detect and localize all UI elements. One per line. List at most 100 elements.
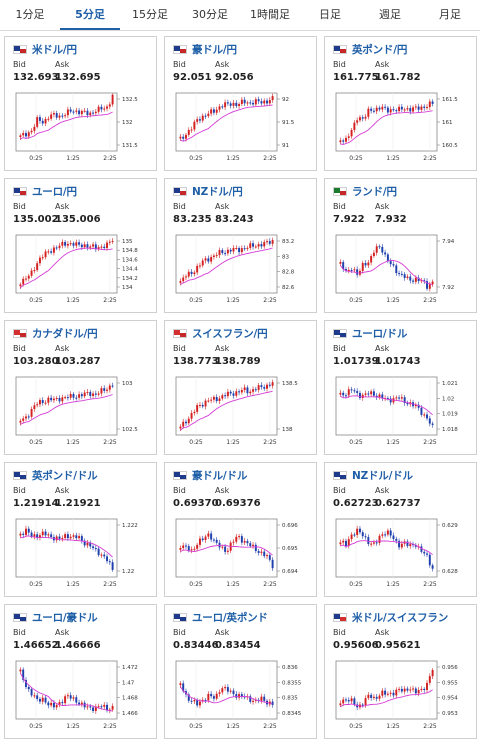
tab-2[interactable]: 15分足 — [132, 8, 168, 21]
candle-body — [414, 545, 417, 547]
candle-body — [212, 255, 215, 258]
bid-label: Bid — [333, 60, 346, 69]
x-tick-label: 1:25 — [226, 439, 240, 446]
candle-body — [420, 106, 423, 110]
x-tick-label: 2:25 — [263, 581, 277, 588]
candle-body — [372, 696, 375, 698]
pair-name-link[interactable]: カナダドル/円 — [32, 327, 98, 340]
bid-value: 0.62723 — [333, 498, 379, 509]
price-labels: Bid Ask — [173, 344, 229, 353]
candle-body — [392, 535, 395, 539]
candle-body — [417, 277, 420, 282]
pair-name-link[interactable]: 豪ドル/円 — [192, 43, 237, 56]
rate-card[interactable]: 米ドル/スイスフラン Bid Ask 0.956060.95621 0:25 1:25 2:… — [324, 604, 477, 739]
candle-body — [108, 561, 111, 563]
candle-body — [240, 536, 243, 543]
tab-5[interactable]: 日足 — [319, 8, 341, 21]
pair-name-link[interactable]: NZドル/ドル — [352, 469, 413, 482]
ask-label: Ask — [375, 486, 390, 495]
candle-body — [226, 102, 229, 104]
candle-body — [367, 694, 370, 699]
y-tick-label: 1.472 — [122, 665, 138, 671]
price-labels: Bid Ask — [13, 628, 69, 637]
bid-label: Bid — [13, 344, 26, 353]
candle-body — [392, 264, 395, 266]
y-tick-label: 161.5 — [442, 97, 458, 103]
tab-1[interactable]: 5分足 — [60, 0, 120, 30]
candle-body — [221, 688, 224, 693]
pair-name-link[interactable]: 米ドル/円 — [32, 43, 77, 56]
rate-card[interactable]: 米ドル/円 Bid Ask 132.693132.695 0:25 1:25 2:25 132… — [4, 36, 157, 171]
rate-card[interactable]: ランド/円 Bid Ask 7.922 7.932 0:25 1:25 2:25 7.94 7.9… — [324, 178, 477, 313]
bid-value: 138.773 — [173, 356, 219, 367]
candle-body — [426, 553, 428, 555]
bid-value: 0.95606 — [333, 640, 379, 651]
tab-6[interactable]: 週足 — [379, 8, 401, 21]
rate-card[interactable]: NZドル/円 Bid Ask 83.235 83.243 0:25 1:25 2:25 83.2… — [164, 178, 317, 313]
bid-label: Bid — [333, 344, 346, 353]
tab-0[interactable]: 1分足 — [15, 8, 45, 21]
candle-body — [58, 245, 61, 248]
rate-card[interactable]: NZドル/ドル Bid Ask 0.627230.62737 0:25 1:25 2:25 0… — [324, 462, 477, 597]
tab-7[interactable]: 月足 — [439, 8, 461, 21]
pair-name-link[interactable]: NZドル/円 — [192, 185, 243, 198]
rate-card[interactable]: 英ポンド/ドル Bid Ask 1.219141.21921 0:25 1:25 2:25 1… — [4, 462, 157, 597]
pair-name-link[interactable]: ユーロ/英ポンド — [192, 611, 268, 624]
candle-body — [27, 416, 30, 418]
price-values: 103.280103.287 — [13, 356, 101, 367]
candle-body — [212, 397, 215, 400]
candle-body — [428, 554, 431, 566]
pair-name-link[interactable]: ランド/円 — [352, 185, 397, 198]
candle-body — [431, 101, 434, 104]
candle-body — [103, 704, 106, 707]
pair-name-link[interactable]: 米ドル/スイスフラン — [352, 611, 449, 624]
rate-card[interactable]: 豪ドル/ドル Bid Ask 0.693700.69376 0:25 1:25 2:25 0.… — [164, 462, 317, 597]
tab-3[interactable]: 30分足 — [192, 8, 228, 21]
candle-body — [86, 244, 89, 248]
candle-body — [33, 126, 36, 131]
plot-frame — [15, 660, 118, 720]
moving-average-line — [340, 259, 433, 286]
candle-body — [100, 106, 103, 110]
x-tick-label: 1:25 — [226, 297, 240, 304]
candle-body — [218, 398, 221, 402]
candle-body — [103, 388, 106, 391]
pair-name-link[interactable]: 豪ドル/ドル — [192, 469, 248, 482]
candle-body — [204, 258, 207, 261]
candle-body — [257, 244, 260, 247]
rate-card[interactable]: 英ポンド/円 Bid Ask 161.775161.782 0:25 1:25 2:25 16… — [324, 36, 477, 171]
price-chart: 0:25 1:25 2:25 7.94 7.92 — [335, 234, 455, 304]
candle-body — [47, 251, 50, 253]
y-tick-label: 91 — [282, 143, 289, 149]
rate-card[interactable]: ユーロ/英ポンド Bid Ask 0.834460.83454 0:25 1:25 2:25… — [164, 604, 317, 739]
candle-body — [190, 413, 193, 419]
candle-body — [108, 709, 111, 711]
pair-name-link[interactable]: スイスフラン/円 — [192, 327, 268, 340]
pair-name-link[interactable]: 英ポンド/ドル — [32, 469, 98, 482]
candle-body — [372, 252, 375, 257]
pair-name-link[interactable]: ユーロ/ドル — [352, 327, 408, 340]
ask-value: 7.932 — [375, 214, 407, 225]
candle-body — [257, 99, 260, 102]
candle-body — [249, 696, 252, 702]
pair-name-link[interactable]: 英ポンド/円 — [352, 43, 408, 56]
rate-card[interactable]: ユーロ/豪ドル Bid Ask 1.466521.46666 0:25 1:25 2:25 1… — [4, 604, 157, 739]
candle-body — [55, 397, 58, 399]
rate-card[interactable]: 豪ドル/円 Bid Ask 92.051 92.056 0:25 1:25 2:25 92 91.… — [164, 36, 317, 171]
rate-card[interactable]: ユーロ/ドル Bid Ask 1.017391.01743 0:25 1:25 2:25 1.… — [324, 320, 477, 455]
pair-name-link[interactable]: ユーロ/豪ドル — [32, 611, 98, 624]
card-header: スイスフラン/円 — [173, 326, 268, 340]
tab-4[interactable]: 1時間足 — [250, 8, 290, 21]
candle-body — [431, 565, 434, 569]
plot-frame — [175, 518, 278, 578]
candle-body — [353, 698, 356, 705]
rate-card[interactable]: スイスフラン/円 Bid Ask 138.773138.789 0:25 1:25 2:25… — [164, 320, 317, 455]
pair-name-link[interactable]: ユーロ/円 — [32, 185, 77, 198]
x-tick-label: 2:25 — [103, 723, 117, 730]
ask-value: 83.243 — [215, 214, 254, 225]
candle-body — [185, 421, 187, 424]
candle-body — [72, 535, 75, 537]
rate-card[interactable]: カナダドル/円 Bid Ask 103.280103.287 0:25 1:25 2:25 1… — [4, 320, 157, 455]
candle-body — [345, 540, 347, 547]
rate-card[interactable]: ユーロ/円 Bid Ask 135.002135.006 0:25 1:25 2:25 135… — [4, 178, 157, 313]
